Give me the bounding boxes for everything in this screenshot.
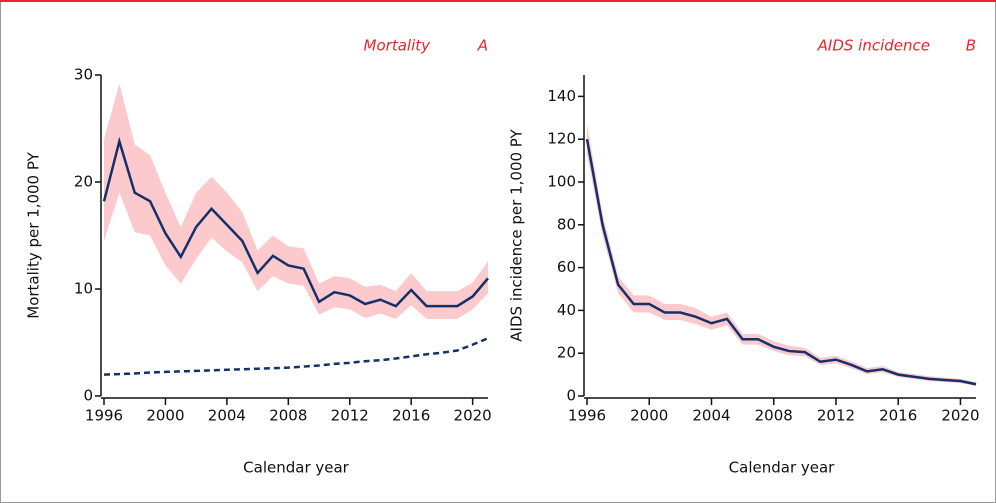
x-tick-label: 2020: [941, 407, 979, 425]
dashed-line: [103, 337, 489, 376]
x-axis-title: Calendar year: [243, 459, 350, 477]
y-tick-label: 80: [557, 215, 576, 233]
y-tick-label: 10: [74, 280, 93, 298]
panel-label: B: [966, 37, 976, 55]
x-tick-label: 2008: [755, 407, 793, 425]
y-tick-label: 60: [557, 258, 576, 276]
y-tick-label: 0: [566, 387, 576, 405]
y-tick-label: 140: [547, 87, 576, 105]
y-tick-label: 100: [547, 173, 576, 191]
panel-title: AIDS incidence: [817, 37, 930, 55]
line: [585, 138, 977, 386]
x-tick-label: 2008: [269, 407, 307, 425]
x-tick-label: 1996: [568, 407, 606, 425]
line: [102, 136, 489, 308]
ci-band: [104, 83, 488, 319]
x-tick-label: 2000: [146, 407, 184, 425]
y-axis-title: AIDS incidence per 1,000 PY: [508, 128, 526, 341]
x-tick-label: 1996: [85, 407, 123, 425]
panel-label: A: [477, 37, 488, 55]
x-tick-label: 2012: [331, 407, 369, 425]
x-tick-label: 2004: [692, 407, 730, 425]
y-tick-label: 0: [83, 387, 93, 405]
y-tick-label: 30: [74, 66, 93, 84]
y-tick-label: 20: [74, 173, 93, 191]
y-tick-label: 120: [547, 130, 576, 148]
x-tick-label: 2016: [879, 407, 917, 425]
y-tick-label: 20: [557, 344, 576, 362]
x-axis-title: Calendar year: [729, 459, 836, 477]
x-tick-label: 2012: [817, 407, 855, 425]
y-axis-title: Mortality per 1,000 PY: [25, 151, 43, 318]
x-tick-label: 2020: [454, 407, 492, 425]
panel-title: Mortality: [364, 37, 432, 55]
x-tick-label: 2016: [392, 407, 430, 425]
x-tick-label: 2004: [208, 407, 246, 425]
x-tick-label: 2000: [630, 407, 668, 425]
ci-band: [587, 124, 976, 387]
y-tick-label: 40: [557, 301, 576, 319]
